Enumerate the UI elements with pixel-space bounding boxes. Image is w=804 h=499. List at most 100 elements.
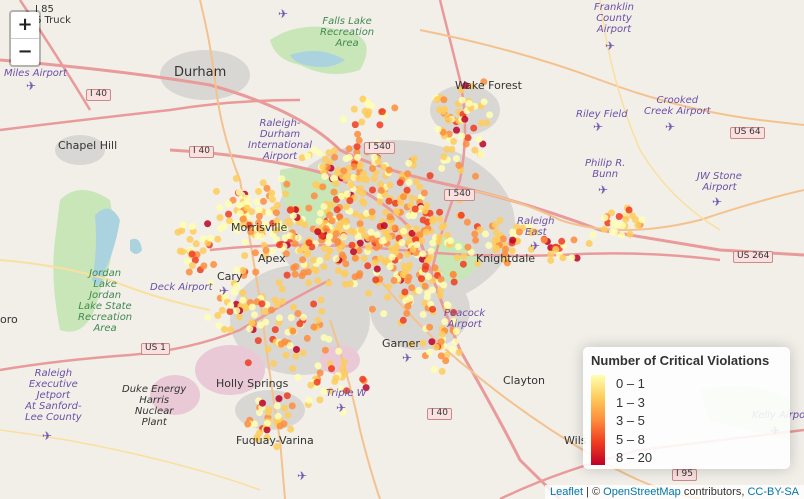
violation-marker[interactable] [364,262,372,270]
violation-marker[interactable] [305,204,313,212]
violation-marker[interactable] [442,357,450,365]
violation-marker[interactable] [515,228,523,236]
violation-marker[interactable] [287,314,295,322]
violation-marker[interactable] [421,207,429,215]
violation-marker[interactable] [305,396,313,404]
violation-marker[interactable] [255,187,262,195]
violation-marker[interactable] [234,226,241,234]
violation-marker[interactable] [320,244,328,252]
violation-marker[interactable] [239,215,247,223]
violation-marker[interactable] [289,365,296,372]
violation-marker[interactable] [248,319,256,327]
violation-marker[interactable] [400,227,408,235]
violation-marker[interactable] [436,215,444,223]
violation-marker[interactable] [263,184,271,192]
violation-marker[interactable] [248,303,256,311]
violation-marker[interactable] [200,262,208,270]
violation-marker[interactable] [325,279,333,287]
violation-marker[interactable] [451,338,459,346]
violation-marker[interactable] [509,236,517,244]
violation-marker[interactable] [332,180,340,188]
violation-marker[interactable] [370,153,378,161]
violation-marker[interactable] [460,252,468,260]
violation-marker[interactable] [276,241,283,249]
violation-marker[interactable] [216,214,224,222]
violation-marker[interactable] [353,148,361,156]
violation-marker[interactable] [199,247,207,255]
violation-marker[interactable] [286,206,294,214]
violation-marker[interactable] [376,121,384,129]
violation-marker[interactable] [386,263,394,271]
violation-marker[interactable] [272,226,280,234]
violation-marker[interactable] [204,220,212,228]
violation-marker[interactable] [401,288,409,296]
violation-marker[interactable] [358,118,366,126]
violation-marker[interactable] [316,257,324,264]
violation-marker[interactable] [415,287,423,294]
violation-marker[interactable] [611,228,619,236]
violation-marker[interactable] [310,256,318,264]
violation-marker[interactable] [230,288,238,296]
violation-marker[interactable] [262,252,270,260]
violation-marker[interactable] [226,308,234,315]
violation-marker[interactable] [225,210,233,218]
violation-marker[interactable] [369,165,376,172]
violation-marker[interactable] [435,106,443,114]
violation-marker[interactable] [559,254,567,262]
violation-marker[interactable] [273,443,281,451]
violation-marker[interactable] [330,188,338,196]
violation-marker[interactable] [296,320,304,328]
violation-marker[interactable] [496,216,504,224]
violation-marker[interactable] [388,253,396,261]
violation-marker[interactable] [215,322,223,329]
violation-marker[interactable] [262,318,270,326]
violation-marker[interactable] [345,145,353,153]
violation-marker[interactable] [339,365,347,373]
violation-marker[interactable] [244,420,252,428]
violation-marker[interactable] [268,247,276,255]
violation-marker[interactable] [262,246,270,254]
violation-marker[interactable] [585,240,593,247]
violation-marker[interactable] [186,235,194,243]
violation-marker[interactable] [289,327,297,335]
violation-marker[interactable] [359,375,367,383]
violation-marker[interactable] [243,204,251,212]
violation-marker[interactable] [273,201,281,209]
violation-marker[interactable] [342,260,350,268]
violation-marker[interactable] [263,434,271,442]
violation-marker[interactable] [368,305,376,313]
violation-marker[interactable] [450,278,458,286]
violation-marker[interactable] [262,221,270,229]
violation-marker[interactable] [368,213,376,221]
violation-marker[interactable] [531,228,539,236]
violation-marker[interactable] [332,196,340,203]
violation-marker[interactable] [265,209,273,217]
violation-marker[interactable] [404,302,412,310]
violation-marker[interactable] [278,175,286,183]
violation-marker[interactable] [398,239,406,246]
violation-marker[interactable] [354,130,362,138]
violation-marker[interactable] [248,208,256,216]
violation-marker[interactable] [405,159,413,167]
violation-marker[interactable] [325,233,333,241]
violation-marker[interactable] [275,314,283,322]
violation-marker[interactable] [251,311,258,319]
violation-marker[interactable] [423,228,430,236]
violation-marker[interactable] [568,254,576,262]
violation-marker[interactable] [385,166,393,174]
violation-marker[interactable] [326,387,334,395]
violation-marker[interactable] [376,198,384,206]
violation-marker[interactable] [216,204,224,212]
violation-marker[interactable] [271,326,279,334]
violation-marker[interactable] [332,374,340,382]
violation-marker[interactable] [449,345,457,353]
violation-marker[interactable] [334,166,342,174]
violation-marker[interactable] [369,186,376,194]
violation-marker[interactable] [354,153,362,161]
violation-marker[interactable] [438,164,446,172]
violation-marker[interactable] [371,259,379,267]
violation-marker[interactable] [356,270,364,278]
violation-marker[interactable] [380,163,388,171]
violation-marker[interactable] [275,279,283,287]
violation-marker[interactable] [239,296,247,304]
